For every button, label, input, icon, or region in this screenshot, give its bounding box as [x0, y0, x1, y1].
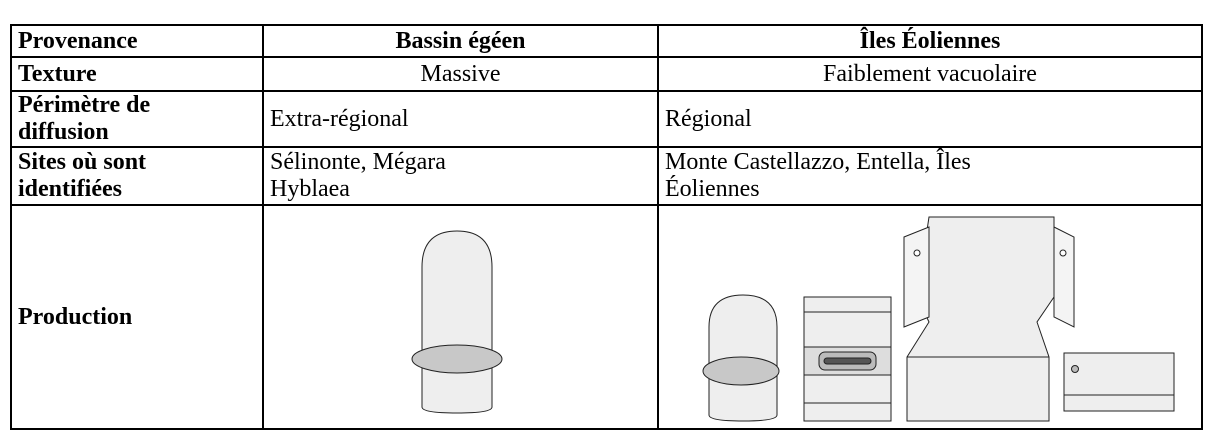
cell	[657, 204, 1203, 430]
row: Sites où sont identifiées Sélinonte, Méga…	[10, 146, 1203, 206]
row-label: Production	[10, 204, 264, 430]
cell: Régional	[657, 90, 1203, 148]
data-table: Provenance Bassin égéen Îles Éoliennes T…	[10, 24, 1203, 430]
header-cell: Provenance	[10, 24, 264, 58]
row-label: Texture	[10, 56, 264, 92]
header-cell: Îles Éoliennes	[657, 24, 1203, 58]
line: identifiées	[18, 176, 122, 202]
line: diffusion	[18, 119, 109, 145]
row: Texture Massive Faiblement vacuolaire	[10, 56, 1203, 92]
line: Périmètre de	[18, 92, 151, 118]
header-cell: Bassin égéen	[262, 24, 659, 58]
illustration	[702, 216, 1175, 422]
line: Éoliennes	[665, 176, 760, 202]
row-label: Sites où sont identifiées	[10, 146, 264, 206]
header-row: Provenance Bassin égéen Îles Éoliennes	[10, 24, 1203, 58]
line: Sélinonte, Mégara	[270, 149, 446, 175]
cell	[262, 204, 659, 430]
line: Sites où sont	[18, 149, 147, 175]
row-label: Périmètre de diffusion	[10, 90, 264, 148]
row: Périmètre de diffusion Extra-régional Rég…	[10, 90, 1203, 148]
cell: Massive	[262, 56, 659, 92]
cell: Sélinonte, Mégara Hyblaea	[262, 146, 659, 206]
line: Hyblaea	[270, 176, 350, 202]
illustration	[411, 230, 503, 414]
cell: Extra-régional	[262, 90, 659, 148]
cell: Faiblement vacuolaire	[657, 56, 1203, 92]
row: Production	[10, 204, 1203, 430]
cell: Monte Castellazzo, Entella, Îles Éolienne…	[657, 146, 1203, 206]
line: Monte Castellazzo, Entella, Îles	[665, 149, 971, 175]
